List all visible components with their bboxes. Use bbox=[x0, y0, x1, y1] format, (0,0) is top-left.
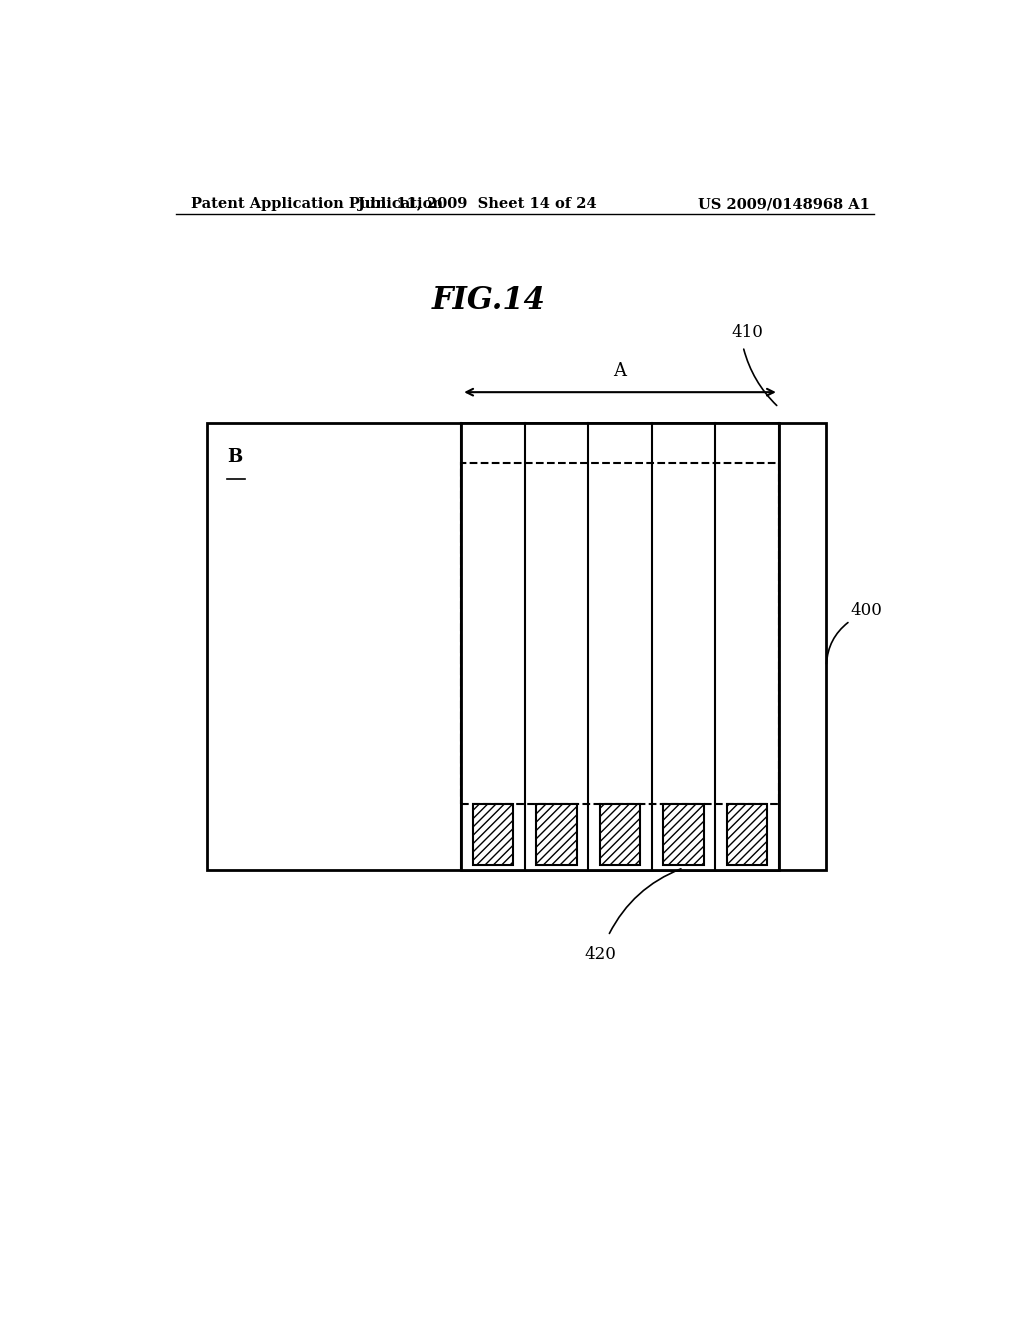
Text: B: B bbox=[227, 447, 243, 466]
Text: 400: 400 bbox=[850, 602, 882, 619]
Bar bbox=[537, 804, 577, 865]
Bar bbox=[207, 422, 826, 870]
Bar bbox=[473, 804, 513, 865]
Text: Patent Application Publication: Patent Application Publication bbox=[191, 197, 443, 211]
Text: 420: 420 bbox=[585, 946, 616, 964]
Text: A: A bbox=[613, 362, 627, 380]
Bar bbox=[461, 463, 778, 804]
Text: Jun. 11, 2009  Sheet 14 of 24: Jun. 11, 2009 Sheet 14 of 24 bbox=[357, 197, 597, 211]
Text: 410: 410 bbox=[731, 325, 763, 342]
Bar bbox=[727, 804, 767, 865]
Text: FIG.14: FIG.14 bbox=[432, 285, 546, 317]
Text: US 2009/0148968 A1: US 2009/0148968 A1 bbox=[698, 197, 870, 211]
Bar bbox=[600, 804, 640, 865]
Bar bbox=[461, 422, 778, 870]
Bar bbox=[664, 804, 703, 865]
